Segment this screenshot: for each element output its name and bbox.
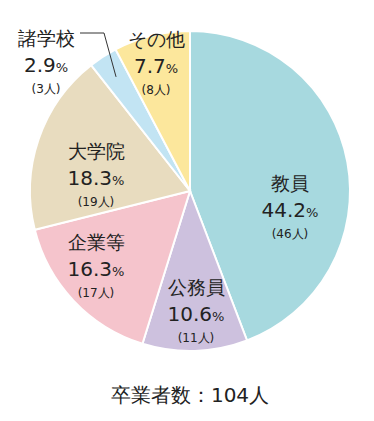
caption: 卒業者数：104人 [111,383,269,407]
value-label: 18.3% [68,166,125,190]
count-label: (19人) [78,195,115,209]
count-label: (46人) [272,227,309,241]
value-label: 10.6% [168,302,225,326]
value-label: 2.9% [24,53,68,77]
count-label: (11人) [178,331,215,345]
category-label: 公務員 [168,276,225,298]
chart-container: 教員 44.2% (46人) 公務員 10.6% (11人) 企業等 16.3% (17人) 大学… [0,0,374,421]
category-label: 大学院 [68,140,125,162]
labels: 教員 44.2% (46人) 公務員 10.6% (11人) 企業等 16.3% (17人) 大学… [18,27,319,345]
leader-line [80,33,116,77]
slice [116,31,190,191]
slices [30,31,350,351]
value-label: 7.7% [134,54,178,78]
value-label: 16.3% [68,257,125,281]
category-label: その他 [128,28,185,50]
category-label: 教員 [271,172,309,194]
chart: 教員 44.2% (46人) 公務員 10.6% (11人) 企業等 16.3% (17人) 大学… [0,0,374,421]
category-label: 諸学校 [18,27,75,49]
count-label: (17人) [78,286,115,300]
category-label: 企業等 [68,231,125,253]
count-label: (8人) [142,83,171,97]
value-label: 44.2% [262,198,319,222]
count-label: (3人) [32,82,61,96]
